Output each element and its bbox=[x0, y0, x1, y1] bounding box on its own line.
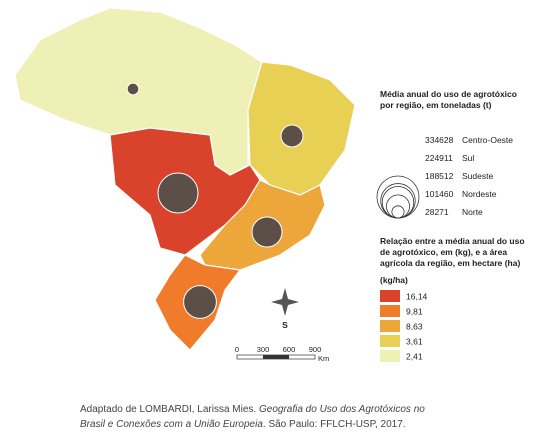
legend-title: por região, em toneladas (t) bbox=[380, 100, 492, 110]
scale-unit: Km bbox=[318, 354, 329, 363]
map-circles bbox=[126, 82, 304, 319]
compass-rose bbox=[271, 288, 299, 316]
legend-value: 334628 bbox=[425, 135, 454, 145]
legend-region: Sul bbox=[462, 153, 474, 163]
legend-class-label: 9,81 bbox=[406, 307, 423, 317]
legend-title: Relação entre a média anual do uso bbox=[380, 236, 525, 246]
region-circle bbox=[280, 124, 304, 148]
legend-class-label: 16,14 bbox=[406, 292, 428, 302]
legend-region: Centro-Oeste bbox=[462, 135, 513, 145]
scale-tick-label: 600 bbox=[283, 345, 296, 354]
legend-region: Norte bbox=[462, 207, 483, 217]
legend-class-label: 8,63 bbox=[406, 322, 423, 332]
legend-title: agrícola da região, em hectare (ha) bbox=[380, 258, 520, 268]
source-title: Brasil e Conexões com a União Europeia bbox=[80, 419, 263, 430]
legend-title: de agrotóxico, em (kg), e a área bbox=[380, 247, 507, 257]
region-circle bbox=[126, 82, 140, 96]
legend-swatch bbox=[380, 335, 400, 347]
legend-region: Nordeste bbox=[462, 189, 497, 199]
region-circle bbox=[251, 216, 283, 248]
legend-swatch bbox=[380, 350, 400, 362]
legend-circle bbox=[386, 194, 410, 219]
legend-swatch bbox=[380, 290, 400, 302]
scale-tick-label: 300 bbox=[257, 345, 270, 354]
legend-swatch bbox=[380, 305, 400, 317]
compass-label: S bbox=[282, 320, 288, 330]
scale-bar-fill bbox=[263, 355, 289, 359]
legend-unit: (kg/ha) bbox=[380, 275, 408, 285]
legend-region: Sudeste bbox=[462, 171, 493, 181]
legend-circle bbox=[391, 205, 405, 219]
source-text: . São Paulo: FFLCH-USP, 2017. bbox=[263, 419, 406, 430]
region-circle bbox=[157, 172, 199, 214]
legend-value: 224911 bbox=[425, 153, 453, 163]
legend-value: 101460 bbox=[425, 189, 454, 199]
legend-value: 188512 bbox=[425, 171, 454, 181]
legend-title: Média anual do uso de agrotóxico bbox=[380, 89, 517, 99]
scale-tick-label: 900 bbox=[309, 345, 322, 354]
region-nordeste bbox=[247, 61, 356, 196]
source-line-2: Brasil e Conexões com a União Europeia. … bbox=[80, 419, 406, 430]
compass: S bbox=[271, 288, 299, 330]
legend-swatch bbox=[380, 320, 400, 332]
source-text: Adaptado de LOMBARDI, Larissa Mies. bbox=[80, 404, 259, 415]
scale-tick-label: 0 bbox=[235, 345, 239, 354]
source-title: Geografia do Uso dos Agrotóxicos no bbox=[259, 404, 425, 415]
legend-class-label: 2,41 bbox=[406, 352, 423, 362]
region-circle bbox=[183, 285, 217, 319]
legend-value: 28271 bbox=[425, 207, 449, 217]
legend-class-label: 3,61 bbox=[406, 337, 423, 347]
source-line-1: Adaptado de LOMBARDI, Larissa Mies. Geog… bbox=[80, 404, 425, 415]
